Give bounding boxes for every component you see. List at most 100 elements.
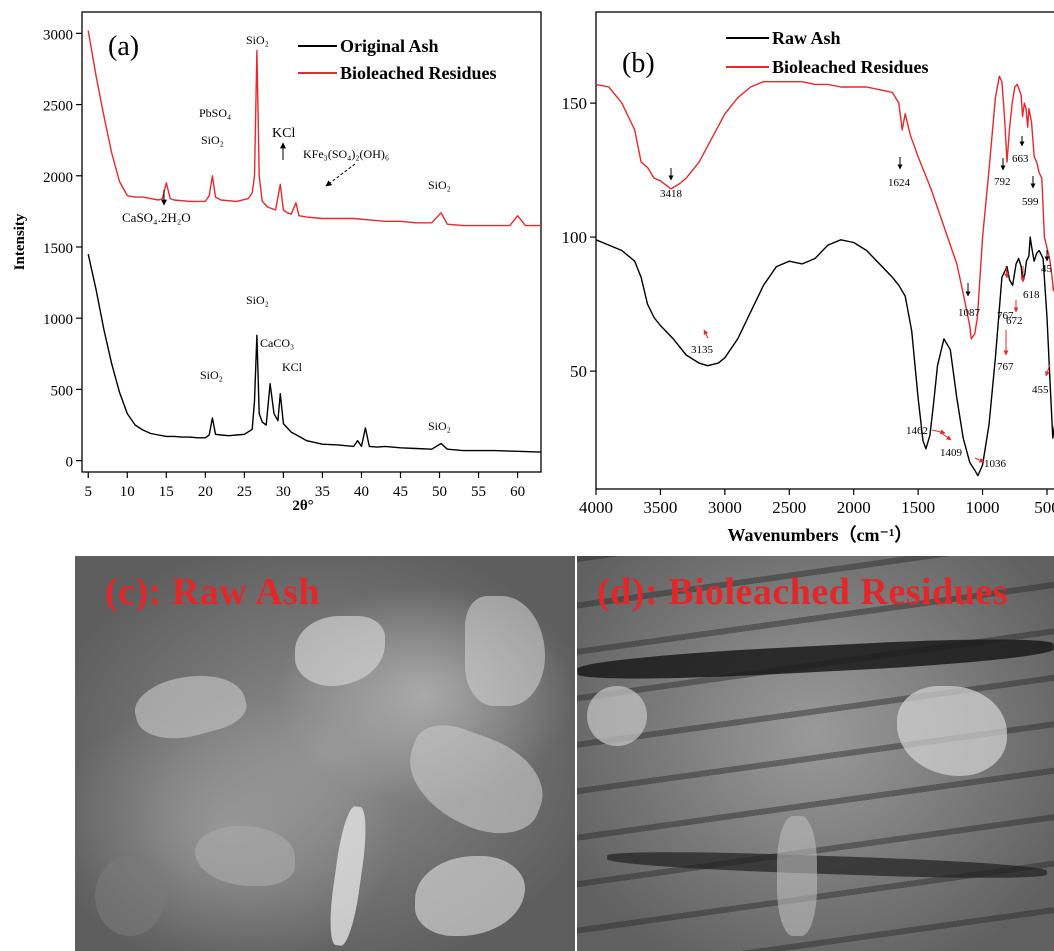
ftir-chart: 4000 3500 3000 2500 2000 1500 1000 500 50 100 150… (560, 0, 1054, 560)
ftir-y-ticks: 50 100 150 (562, 94, 597, 381)
ftir-x-tick-label: 2500 (772, 498, 806, 517)
ftir-legend-bioleached: Bioleached Residues (772, 57, 929, 77)
ftir-arrow-3135 (704, 330, 708, 338)
sem-label-bioleached: (d): Bioleached Residues (597, 570, 1008, 614)
xrd-ann-caso4: CaSO₄.2H₂O (122, 210, 191, 225)
ftir-peak-672: 672 (1006, 315, 1023, 327)
ftir-x-tick-label: 4000 (579, 498, 613, 517)
xrd-x-tick-label: 50 (432, 484, 447, 500)
ftir-x-ticks: 4000 3500 3000 2500 2000 1500 1000 500 (579, 489, 1054, 517)
ftir-x-tick-label: 500 (1034, 498, 1054, 517)
xrd-y-tick-label: 0 (66, 455, 74, 471)
xrd-legend-bioleached: Bioleached Residues (340, 63, 497, 83)
ftir-peak-3135: 3135 (691, 344, 714, 356)
ftir-peak-45: 45 (1041, 263, 1053, 275)
sem-c-particle (95, 856, 165, 936)
sem-image-bioleached: (d): Bioleached Residues (577, 556, 1054, 951)
ftir-series-raw-ash (596, 237, 1054, 476)
ftir-x-tick-label: 1000 (966, 498, 1000, 517)
ftir-y-tick-label: 100 (562, 228, 588, 247)
ftir-peak-455: 455 (1032, 384, 1049, 396)
xrd-x-tick-label: 5 (84, 484, 92, 500)
ftir-legend-raw: Raw Ash (772, 28, 841, 48)
ftir-arrow-1409 (940, 432, 951, 440)
xrd-ann-sio2-top: SiO₂ (246, 33, 269, 47)
ftir-y-tick-label: 150 (562, 94, 588, 113)
sem-d-particle (897, 686, 1007, 776)
sem-c-particle (295, 616, 385, 686)
ftir-peak-767b: 767 (997, 361, 1014, 373)
xrd-y-axis-label: Intensity (12, 213, 28, 270)
xrd-y-tick-label: 500 (51, 383, 74, 399)
sem-d-particle (777, 816, 817, 936)
ftir-x-tick-label: 3500 (643, 498, 677, 517)
xrd-x-tick-label: 15 (159, 484, 174, 500)
ftir-peak-663: 663 (1012, 153, 1029, 165)
xrd-series-bioleached-residues (88, 31, 541, 226)
xrd-x-tick-label: 45 (393, 484, 408, 500)
xrd-y-ticks: 0 500 1000 1500 2000 2500 3000 (43, 27, 82, 470)
xrd-ann-sio2-bottom-main: SiO₂ (246, 293, 269, 307)
sem-c-particle (394, 715, 556, 847)
sem-c-particle (415, 856, 525, 936)
sem-d-crack (607, 848, 1047, 881)
sem-label-raw-ash: (c): Raw Ash (105, 570, 320, 614)
sem-c-particle (465, 596, 545, 706)
xrd-legend-original: Original Ash (340, 36, 439, 56)
ftir-lines (596, 76, 1054, 475)
xrd-series-original-ash (88, 254, 541, 452)
sem-c-particle (325, 805, 370, 947)
ftir-arrow-1462 (932, 430, 945, 433)
xrd-ann-kfe-arrow (326, 164, 355, 186)
xrd-x-tick-label: 35 (315, 484, 330, 500)
xrd-x-tick-label: 20 (198, 484, 213, 500)
ftir-x-tick-label: 1500 (901, 498, 935, 517)
ftir-peak-1409: 1409 (940, 447, 963, 459)
xrd-x-tick-label: 10 (120, 484, 135, 500)
ftir-peak-792: 792 (994, 176, 1011, 188)
xrd-x-ticks: 5 10 15 20 25 30 35 40 45 50 55 60 (84, 472, 525, 500)
ftir-series-bioleached-residues (596, 76, 1054, 339)
ftir-peak-3418: 3418 (660, 188, 683, 200)
sem-c-particle (195, 826, 295, 886)
xrd-x-axis-label: 2θ° (292, 498, 313, 512)
ftir-peak-1087: 1087 (958, 307, 981, 319)
xrd-x-tick-label: 25 (237, 484, 252, 500)
xrd-panel-letter: (a) (108, 31, 139, 62)
xrd-y-tick-label: 3000 (43, 27, 73, 43)
xrd-x-tick-label: 30 (276, 484, 291, 500)
ftir-x-tick-label: 3000 (708, 498, 742, 517)
xrd-ann-sio2-bottom-left: SiO₂ (200, 368, 223, 382)
ftir-peak-618: 618 (1023, 289, 1040, 301)
xrd-ann-pbso4: PbSO₄ (199, 106, 231, 120)
xrd-ann-sio2-top-right: SiO₂ (428, 178, 451, 192)
xrd-y-tick-label: 2000 (43, 170, 73, 186)
xrd-x-tick-label: 55 (471, 484, 486, 500)
ftir-x-tick-label: 2000 (837, 498, 871, 517)
xrd-x-tick-label: 40 (354, 484, 369, 500)
ftir-peak-1624: 1624 (888, 177, 911, 189)
ftir-plot-frame (596, 12, 1054, 489)
xrd-y-tick-label: 1500 (43, 241, 73, 257)
sem-c-particle (129, 663, 251, 749)
ftir-arrow-1036 (975, 458, 984, 462)
xrd-lines (88, 31, 541, 453)
xrd-ann-kcl-top: KCl (272, 126, 295, 141)
ftir-peak-1036: 1036 (984, 458, 1007, 470)
xrd-y-tick-label: 2500 (43, 99, 73, 115)
ftir-y-tick-label: 50 (570, 362, 587, 381)
xrd-ann-kcl-bottom: KCl (282, 360, 303, 374)
ftir-x-axis-label: Wavenumbers（cm⁻¹） (728, 525, 913, 545)
xrd-ann-pbso4-sio2: SiO₂ (201, 133, 224, 147)
sem-d-crack (577, 634, 1054, 685)
xrd-y-tick-label: 1000 (43, 312, 73, 328)
ftir-peak-599: 599 (1022, 196, 1039, 208)
ftir-panel-letter: (b) (622, 48, 655, 79)
sem-image-raw-ash: (c): Raw Ash (75, 556, 575, 951)
xrd-ann-caco3: CaCO₃ (260, 336, 294, 350)
xrd-chart: 5 10 15 20 25 30 35 40 45 50 55 60 0 500 1000 1500 2000… (0, 0, 560, 512)
xrd-x-tick-label: 60 (510, 484, 525, 500)
xrd-ann-kfe: KFe₃(SO₄)₂(OH)₆ (303, 147, 389, 161)
sem-d-particle (587, 686, 647, 746)
ftir-peak-1462: 1462 (906, 425, 928, 437)
